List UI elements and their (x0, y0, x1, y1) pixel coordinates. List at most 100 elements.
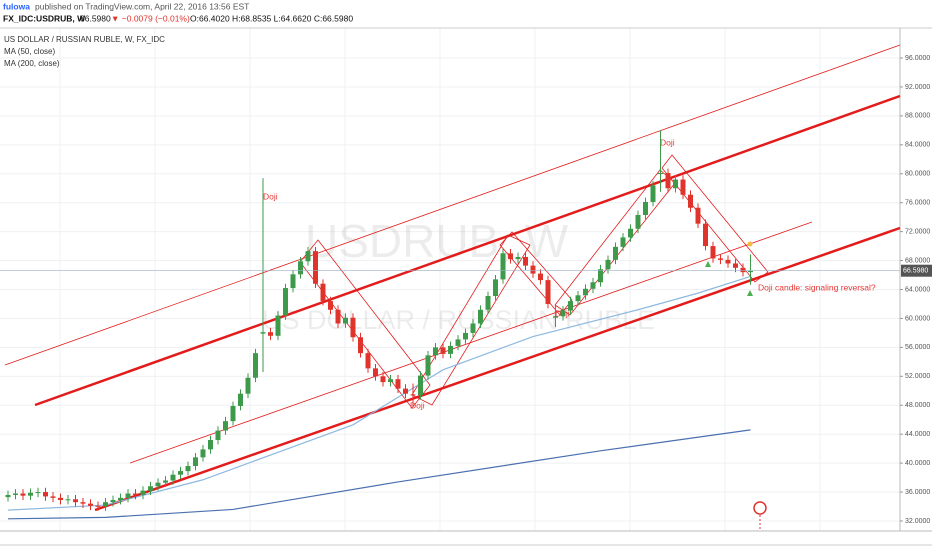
signal-marker (747, 241, 753, 247)
y-tick-label: 72.0000 (905, 228, 930, 235)
trend-line (94, 226, 901, 512)
candle-body (215, 430, 221, 440)
candle-body (95, 505, 101, 507)
candle-body (253, 353, 258, 378)
candle-body (410, 394, 416, 396)
candle-body (425, 355, 431, 376)
candle-body (740, 267, 746, 273)
candle-body (515, 256, 521, 260)
candle-body (5, 494, 11, 498)
y-tick-label: 96.0000 (905, 55, 930, 62)
y-tick-label: 52.0000 (905, 373, 930, 380)
candle-body (643, 201, 648, 215)
candle-body (598, 269, 603, 283)
candle-body (403, 388, 408, 394)
author[interactable]: fulowa (3, 1, 30, 11)
candle-body (178, 471, 183, 475)
ohlc: O:66.4020 H:68.8535 L:64.6620 C:66.5980 (190, 13, 353, 23)
last-price: 66.5980 (80, 13, 111, 23)
candle-body (28, 492, 33, 496)
candle-body (710, 246, 716, 259)
candle-body (260, 332, 266, 334)
annotation: Doji (263, 191, 278, 201)
candle-body (208, 439, 213, 450)
trend-line (129, 221, 813, 464)
candle-body (223, 421, 228, 431)
y-tick-label: 76.0000 (905, 200, 930, 207)
y-tick-label: 44.0000 (905, 431, 930, 438)
candle-body (140, 490, 146, 495)
candle-body (455, 339, 461, 346)
candle-body (343, 317, 348, 324)
signal-marker (747, 290, 753, 296)
candle-body (485, 296, 491, 310)
candle-body (695, 207, 701, 224)
candle-body (103, 502, 108, 507)
candle-body (478, 309, 483, 324)
candle-body (470, 323, 476, 333)
candle-body (523, 256, 528, 266)
candle-body (553, 316, 558, 318)
candle-body (335, 309, 341, 324)
candle-body (688, 194, 693, 208)
candle-body (320, 283, 326, 302)
price-label-box (901, 264, 932, 277)
candle-body (650, 185, 656, 202)
y-tick-label: 84.0000 (905, 142, 930, 149)
candle-body (125, 493, 131, 498)
candle-body (245, 377, 251, 394)
y-tick-label: 40.0000 (905, 460, 930, 467)
candle-body (590, 282, 596, 289)
candle-body (725, 259, 731, 264)
published: published on TradingView.com, April 22, … (35, 1, 249, 11)
candle-body (583, 288, 588, 296)
candle-body (268, 332, 273, 336)
candle-body (298, 261, 303, 275)
candle-body (680, 179, 686, 195)
candle-body (575, 295, 581, 302)
y-tick-label: 60.0000 (905, 315, 930, 322)
legend-entry: MA (50, close) (4, 47, 55, 56)
watermark: USDRUB, W (305, 215, 569, 267)
candle-body (185, 466, 191, 472)
candle-body (163, 480, 168, 483)
candle-body (703, 223, 708, 247)
event-icon[interactable] (753, 501, 767, 515)
candle-body (13, 493, 18, 495)
candle-body (313, 251, 318, 284)
candle-body (418, 375, 423, 396)
candle-body (388, 379, 393, 383)
candle-body (133, 493, 138, 495)
candle-body (73, 499, 78, 503)
candle-body (748, 270, 753, 273)
candle-body (88, 503, 93, 506)
symbol: FX_IDC:USDRUB, W (3, 13, 86, 23)
candle-body (80, 502, 86, 504)
y-tick-label: 68.0000 (905, 257, 930, 264)
candle-body (628, 228, 633, 238)
candle-body (463, 332, 468, 340)
annotation: Doji (660, 137, 675, 147)
candle-body (200, 449, 206, 458)
candle-body (118, 497, 123, 501)
candle-body (283, 288, 288, 316)
candle-body (328, 301, 333, 310)
y-tick-label: 64.0000 (905, 286, 930, 293)
candle-body (530, 265, 536, 274)
candle-body (620, 237, 626, 247)
channel-box (499, 231, 573, 316)
candle-body (350, 317, 356, 338)
candle-body (50, 496, 56, 498)
moving-average (7, 275, 751, 511)
signal-marker (705, 261, 711, 267)
candle-body (635, 214, 641, 229)
candle-body (358, 337, 363, 354)
legend-title: US DOLLAR / RUSSIAN RUBLE, W, FX_IDC (4, 35, 165, 44)
price-label: 66.5980 (903, 268, 928, 275)
annotation: Doji candle: signaling reversal? (758, 282, 876, 292)
candle-body (193, 457, 198, 467)
candle-body (538, 273, 543, 281)
trend-line (34, 94, 901, 407)
candle-body (545, 280, 551, 304)
